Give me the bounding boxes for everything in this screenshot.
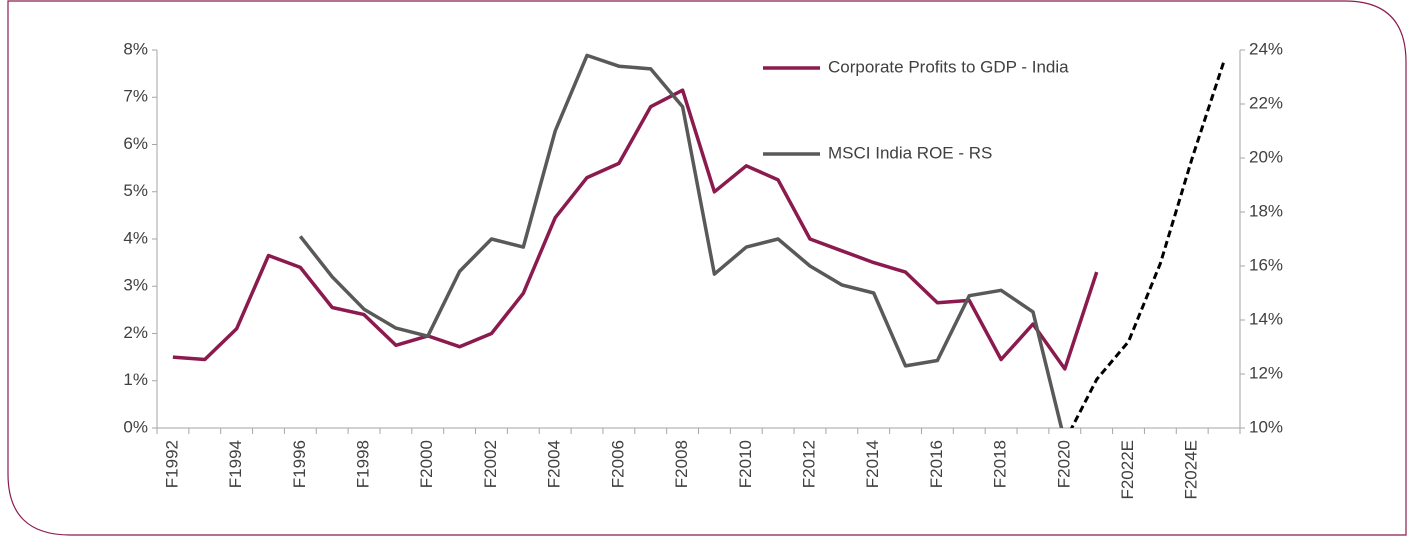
x-tick-label: F1994 [226, 440, 245, 488]
y-tick-label: 8% [123, 39, 148, 58]
y2-tick-label: 12% [1249, 363, 1283, 382]
x-tick-label: F1992 [162, 440, 181, 488]
y-tick-label: 1% [123, 370, 148, 389]
y-tick-label: 4% [123, 228, 148, 247]
x-tick-label: F2024E [1182, 440, 1201, 500]
y-tick-label: 3% [123, 276, 148, 295]
y2-tick-label: 18% [1249, 201, 1283, 220]
y-tick-label: 6% [123, 134, 148, 153]
legend-label: MSCI India ROE - RS [828, 143, 992, 162]
y2-tick-label: 22% [1249, 93, 1283, 112]
series-line [298, 53, 1064, 428]
x-tick-label: F2012 [799, 440, 818, 488]
y-tick-label: 5% [123, 181, 148, 200]
series-line [1070, 60, 1226, 428]
x-tick-label: F2016 [927, 440, 946, 488]
y2-tick-label: 10% [1249, 417, 1283, 436]
x-tick-label: F2022E [1118, 440, 1137, 500]
y2-tick-label: 20% [1249, 147, 1283, 166]
x-tick-label: F2014 [863, 440, 882, 488]
y2-tick-label: 14% [1249, 309, 1283, 328]
legend-label: Corporate Profits to GDP - India [828, 57, 1069, 76]
x-tick-label: F1998 [354, 440, 373, 488]
x-tick-label: F2020 [1054, 440, 1073, 488]
x-tick-label: F2008 [672, 440, 691, 488]
x-tick-label: F2002 [481, 440, 500, 488]
y-tick-label: 0% [123, 417, 148, 436]
x-tick-label: F1996 [290, 440, 309, 488]
y2-tick-label: 24% [1249, 39, 1283, 58]
y-tick-label: 7% [123, 87, 148, 106]
x-tick-label: F2010 [736, 440, 755, 488]
x-tick-label: F2018 [991, 440, 1010, 488]
series-line [172, 88, 1099, 371]
x-tick-label: F2000 [417, 440, 436, 488]
frame [7, 0, 1407, 536]
y-tick-label: 2% [123, 323, 148, 342]
x-tick-label: F2004 [545, 440, 564, 488]
x-tick-label: F2006 [608, 440, 627, 488]
y2-tick-label: 16% [1249, 255, 1283, 274]
